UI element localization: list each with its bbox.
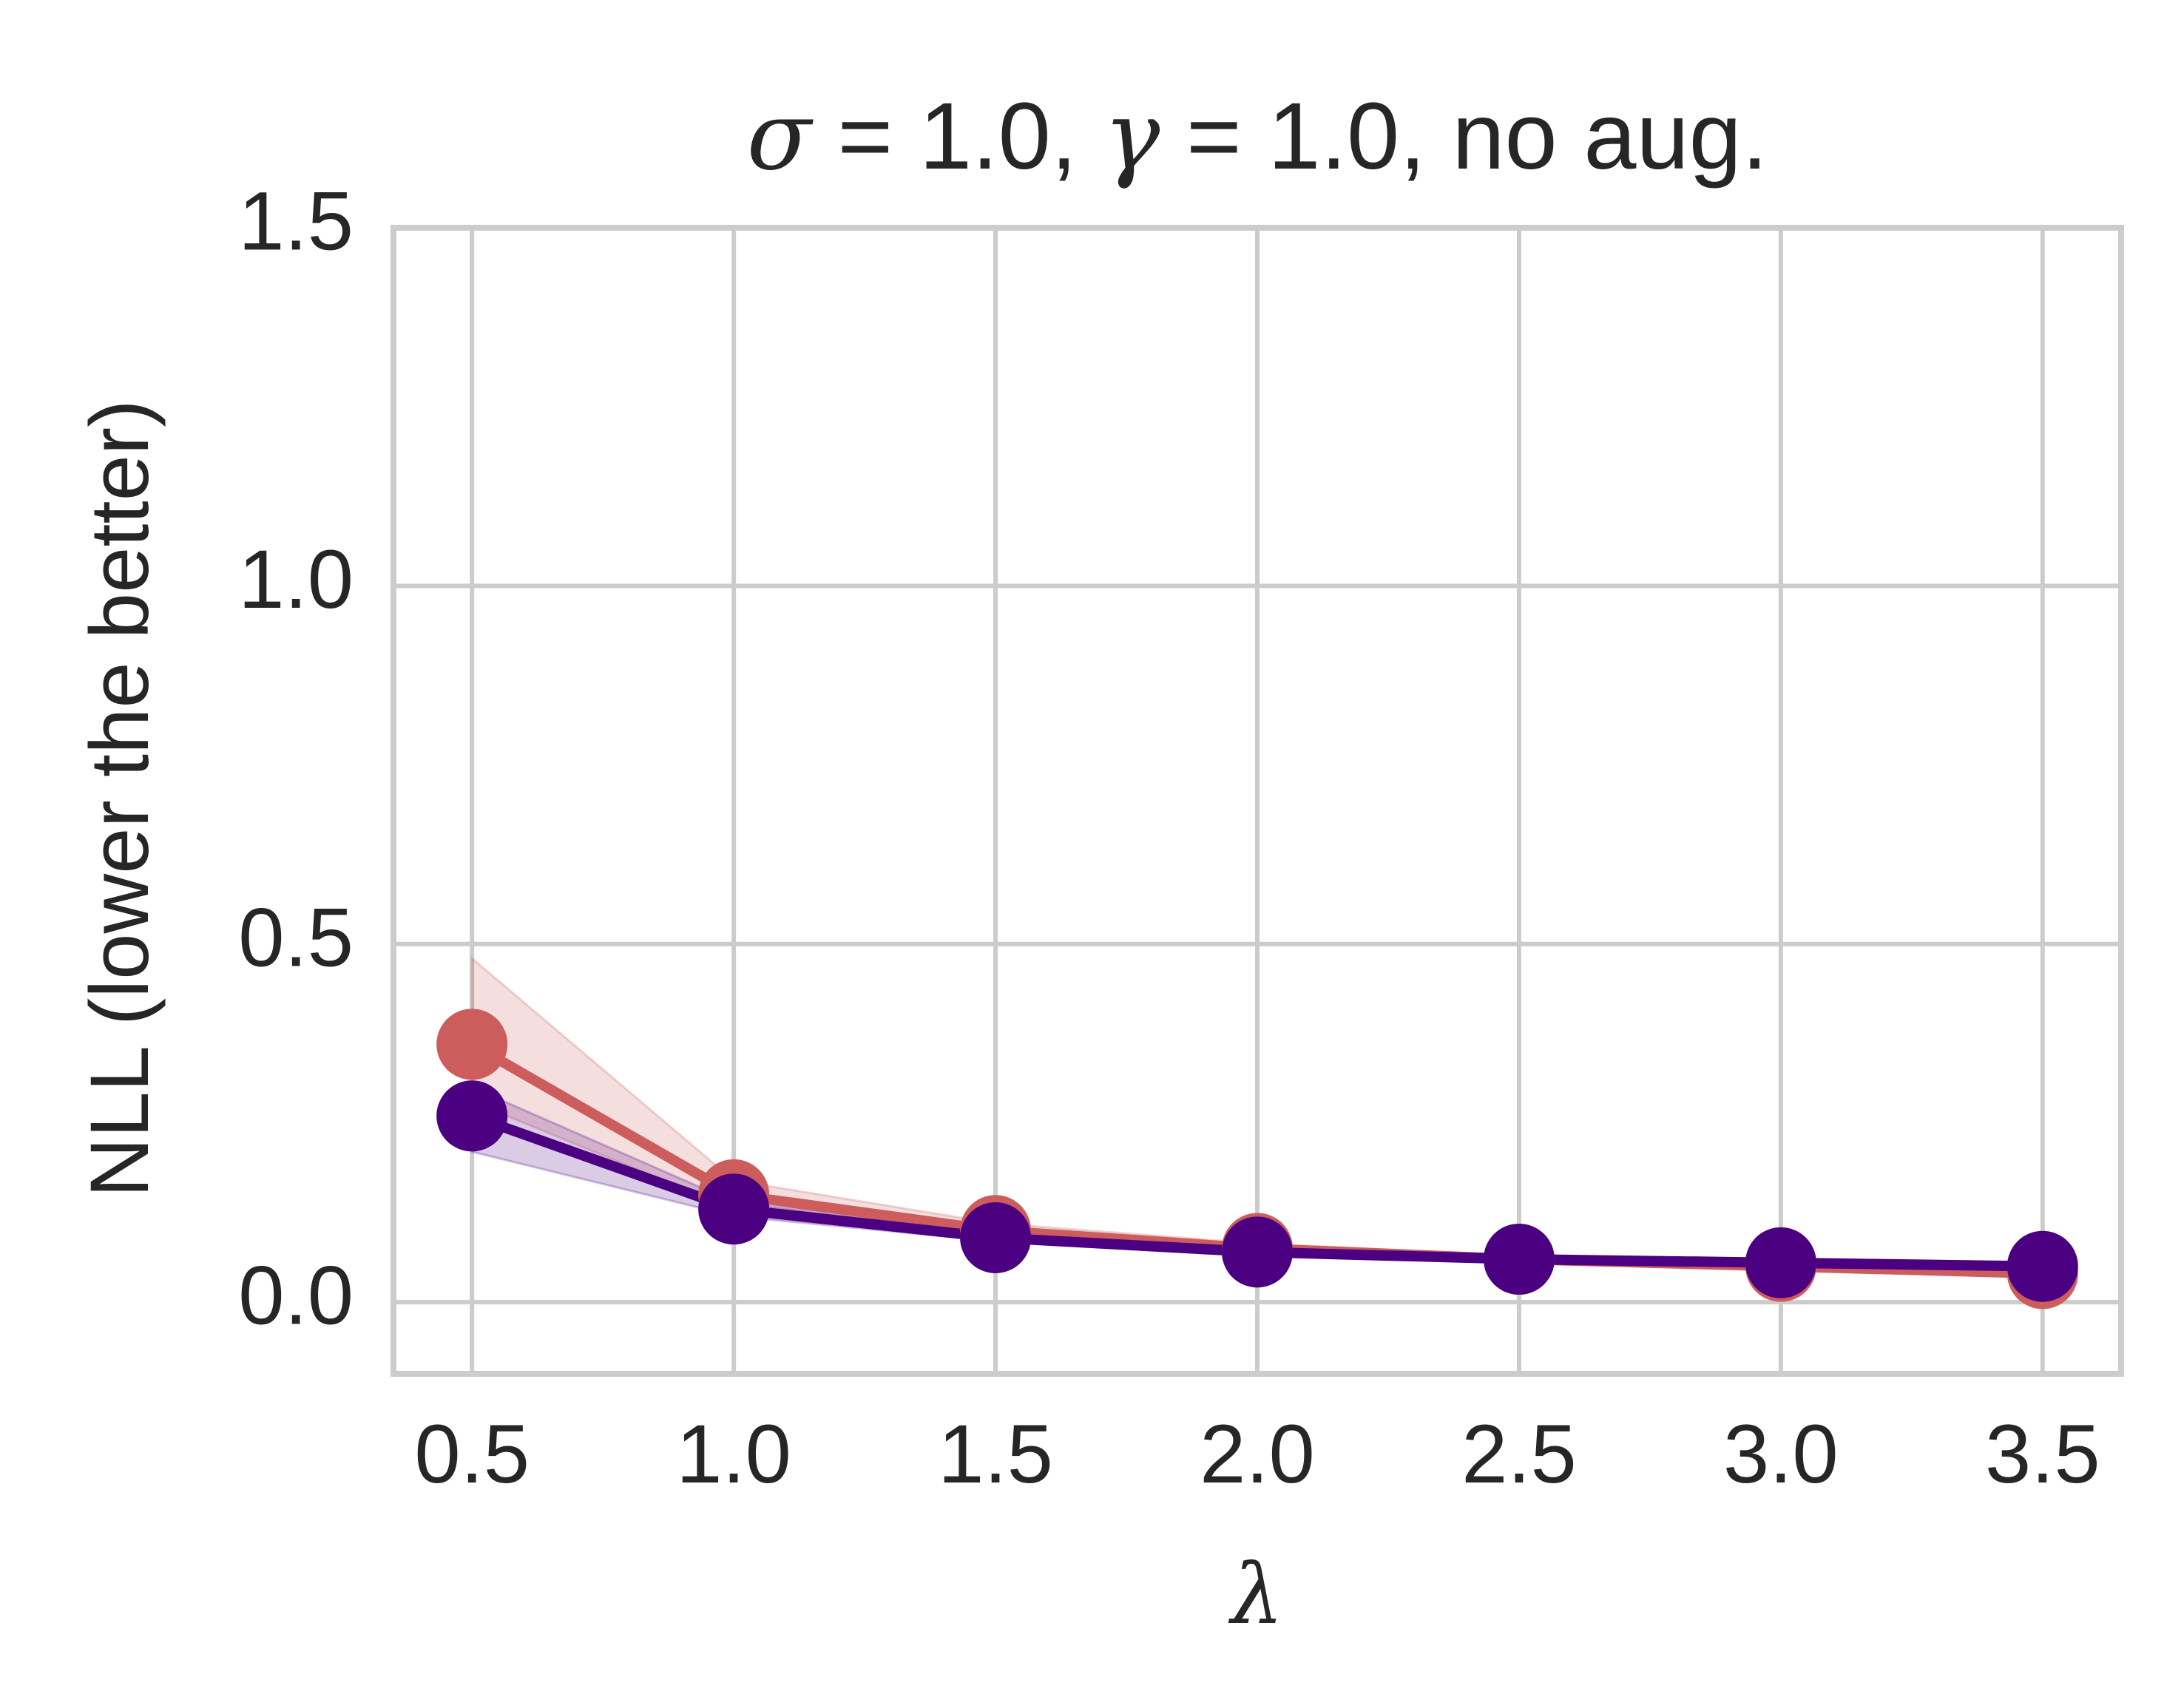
data-point [698,1173,770,1245]
x-axis-label: λ [1228,1547,1284,1643]
data-point [1483,1224,1555,1295]
x-tick-label: 3.5 [1985,1408,2100,1500]
y-tick-label: 0.5 [238,891,354,983]
y-tick-label: 0.0 [238,1250,354,1342]
chart-title: σ = 1.0, γ = 1.0, no aug. [747,81,1768,192]
title-math-symbol: γ [1103,81,1160,192]
data-point [436,1080,508,1152]
x-tick-label: 1.5 [938,1408,1053,1500]
title-text-part: = 1.0, no aug. [1160,84,1768,189]
y-tick-label: 1.0 [238,533,354,626]
data-point [2006,1230,2078,1302]
series-points [436,1009,2078,1309]
data-point [1745,1227,1816,1298]
data-point [1222,1216,1293,1288]
title-math-symbol: σ [747,81,814,192]
x-tick-label: 2.5 [1461,1408,1577,1500]
x-tick-label: 0.5 [414,1408,530,1500]
y-tick-labels: 0.0 0.5 1.0 1.5 [238,175,354,1342]
x-tick-label: 2.0 [1200,1408,1315,1500]
plot-frame [391,225,2124,1377]
x-tick-label: 1.0 [676,1408,791,1500]
data-point [436,1009,508,1080]
y-axis-label: NLL (lower the better) [73,400,166,1198]
title-text-part: = 1.0, [811,84,1103,189]
data-point [960,1202,1032,1273]
y-tick-label: 1.5 [238,175,354,268]
x-tick-label: 3.0 [1723,1408,1839,1500]
x-tick-labels: 0.5 1.0 1.5 2.0 2.5 3.0 3.5 [414,1408,2100,1500]
